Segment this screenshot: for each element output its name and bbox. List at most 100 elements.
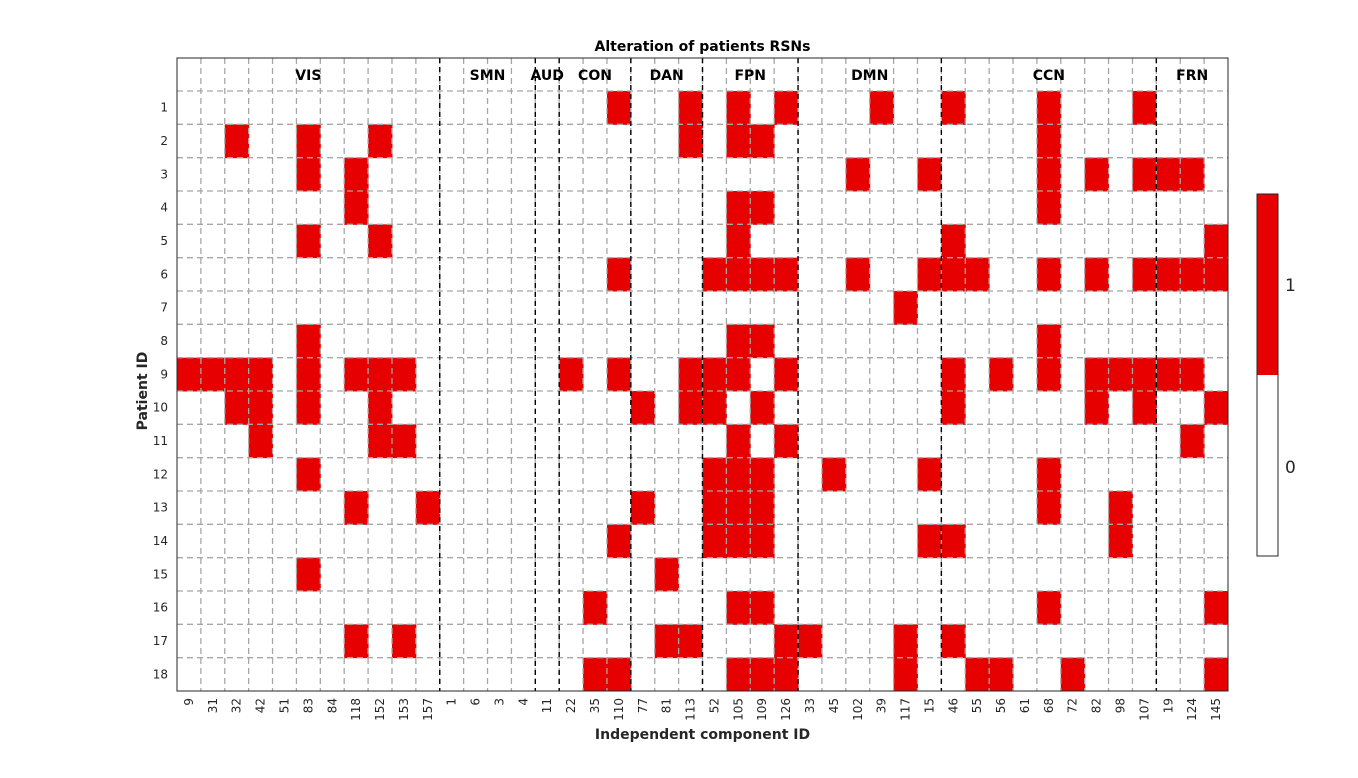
altered-cell bbox=[1084, 157, 1110, 192]
x-tick-label: 109 bbox=[755, 698, 769, 721]
altered-cell bbox=[726, 657, 751, 692]
altered-cell bbox=[248, 357, 274, 392]
y-tick-label: 3 bbox=[160, 167, 168, 181]
x-tick-label: 124 bbox=[1185, 698, 1199, 721]
altered-cell bbox=[702, 257, 727, 292]
altered-cell bbox=[368, 124, 393, 159]
group-label: CCN bbox=[1033, 68, 1065, 84]
x-tick-label: 153 bbox=[397, 698, 411, 721]
altered-cell bbox=[678, 357, 703, 392]
altered-cell bbox=[726, 324, 751, 359]
altered-cell bbox=[296, 557, 321, 592]
chart-title: Alteration of patients RSNs bbox=[595, 39, 811, 55]
group-label: SMN bbox=[470, 68, 506, 84]
x-tick-label: 110 bbox=[612, 698, 626, 721]
altered-cell bbox=[702, 491, 727, 525]
altered-cell bbox=[1036, 191, 1062, 225]
altered-cell bbox=[965, 657, 990, 692]
altered-cell bbox=[368, 224, 393, 259]
altered-cell bbox=[391, 424, 417, 459]
altered-cell bbox=[774, 424, 799, 459]
altered-cell bbox=[678, 91, 703, 125]
altered-cell bbox=[368, 424, 393, 459]
group-label: CON bbox=[578, 68, 612, 84]
y-tick-label: 9 bbox=[160, 367, 168, 381]
group-label: DAN bbox=[650, 68, 684, 84]
altered-cell bbox=[917, 257, 942, 292]
altered-cell bbox=[941, 524, 966, 559]
altered-cell bbox=[1036, 124, 1062, 159]
altered-cell bbox=[1180, 157, 1205, 192]
x-tick-label: 157 bbox=[421, 698, 435, 721]
x-tick-label: 82 bbox=[1090, 698, 1104, 713]
altered-cell bbox=[869, 91, 895, 125]
altered-cell bbox=[368, 391, 393, 425]
altered-cell bbox=[654, 557, 680, 592]
x-tick-label: 117 bbox=[899, 698, 913, 721]
altered-cell bbox=[941, 91, 966, 125]
altered-cell bbox=[1132, 257, 1157, 292]
colorbar-border bbox=[1256, 193, 1279, 557]
altered-cell bbox=[1060, 657, 1086, 692]
altered-cell bbox=[678, 391, 703, 425]
altered-cell bbox=[750, 324, 775, 359]
altered-cell bbox=[726, 491, 751, 525]
altered-cell bbox=[1180, 257, 1205, 292]
altered-cell bbox=[726, 591, 751, 625]
altered-cell bbox=[1156, 357, 1181, 392]
altered-cell bbox=[344, 357, 369, 392]
x-tick-label: 39 bbox=[875, 698, 889, 713]
altered-cell bbox=[774, 91, 799, 125]
altered-cell bbox=[965, 257, 990, 292]
altered-cell bbox=[1132, 391, 1157, 425]
x-tick-label: 126 bbox=[779, 698, 793, 721]
altered-cell bbox=[893, 624, 918, 659]
altered-cell bbox=[750, 524, 775, 559]
altered-cell bbox=[1204, 591, 1229, 625]
altered-cell bbox=[845, 157, 871, 192]
altered-cell bbox=[893, 657, 918, 692]
altered-cell bbox=[750, 457, 775, 492]
altered-cell bbox=[630, 491, 656, 525]
altered-cell bbox=[583, 591, 608, 625]
altered-cell bbox=[678, 124, 703, 159]
x-tick-label: 32 bbox=[230, 698, 244, 713]
altered-cell bbox=[344, 157, 369, 192]
altered-cell bbox=[774, 257, 799, 292]
altered-cell bbox=[1084, 257, 1110, 292]
altered-cell bbox=[1108, 357, 1133, 392]
altered-cell bbox=[1036, 591, 1062, 625]
altered-cell bbox=[296, 457, 321, 492]
altered-cell bbox=[917, 524, 942, 559]
altered-cell bbox=[248, 391, 274, 425]
x-tick-label: 105 bbox=[731, 698, 745, 721]
altered-cell bbox=[296, 324, 321, 359]
altered-cell bbox=[702, 391, 727, 425]
x-tick-label: 1 bbox=[445, 698, 459, 706]
altered-cell bbox=[1084, 391, 1110, 425]
altered-cell bbox=[726, 191, 751, 225]
cells-layer bbox=[177, 91, 1229, 692]
group-label: AUD bbox=[531, 68, 564, 84]
altered-cell bbox=[678, 624, 703, 659]
altered-cell bbox=[1036, 157, 1062, 192]
colorbar-tick-0: 0 bbox=[1285, 458, 1296, 478]
x-tick-label: 77 bbox=[636, 698, 650, 713]
altered-cell bbox=[344, 491, 369, 525]
altered-cell bbox=[224, 391, 250, 425]
x-tick-label: 45 bbox=[827, 698, 841, 713]
y-tick-label: 1 bbox=[160, 101, 168, 115]
altered-cell bbox=[248, 424, 274, 459]
altered-cell bbox=[917, 457, 942, 492]
altered-cell bbox=[296, 357, 321, 392]
altered-cell bbox=[654, 624, 680, 659]
altered-cell bbox=[726, 457, 751, 492]
x-tick-label: 145 bbox=[1209, 698, 1223, 721]
altered-cell bbox=[1036, 357, 1062, 392]
x-tick-label: 113 bbox=[684, 698, 698, 721]
altered-cell bbox=[726, 257, 751, 292]
altered-cell bbox=[941, 624, 966, 659]
altered-cell bbox=[1156, 157, 1181, 192]
x-tick-label: 9 bbox=[182, 698, 196, 706]
